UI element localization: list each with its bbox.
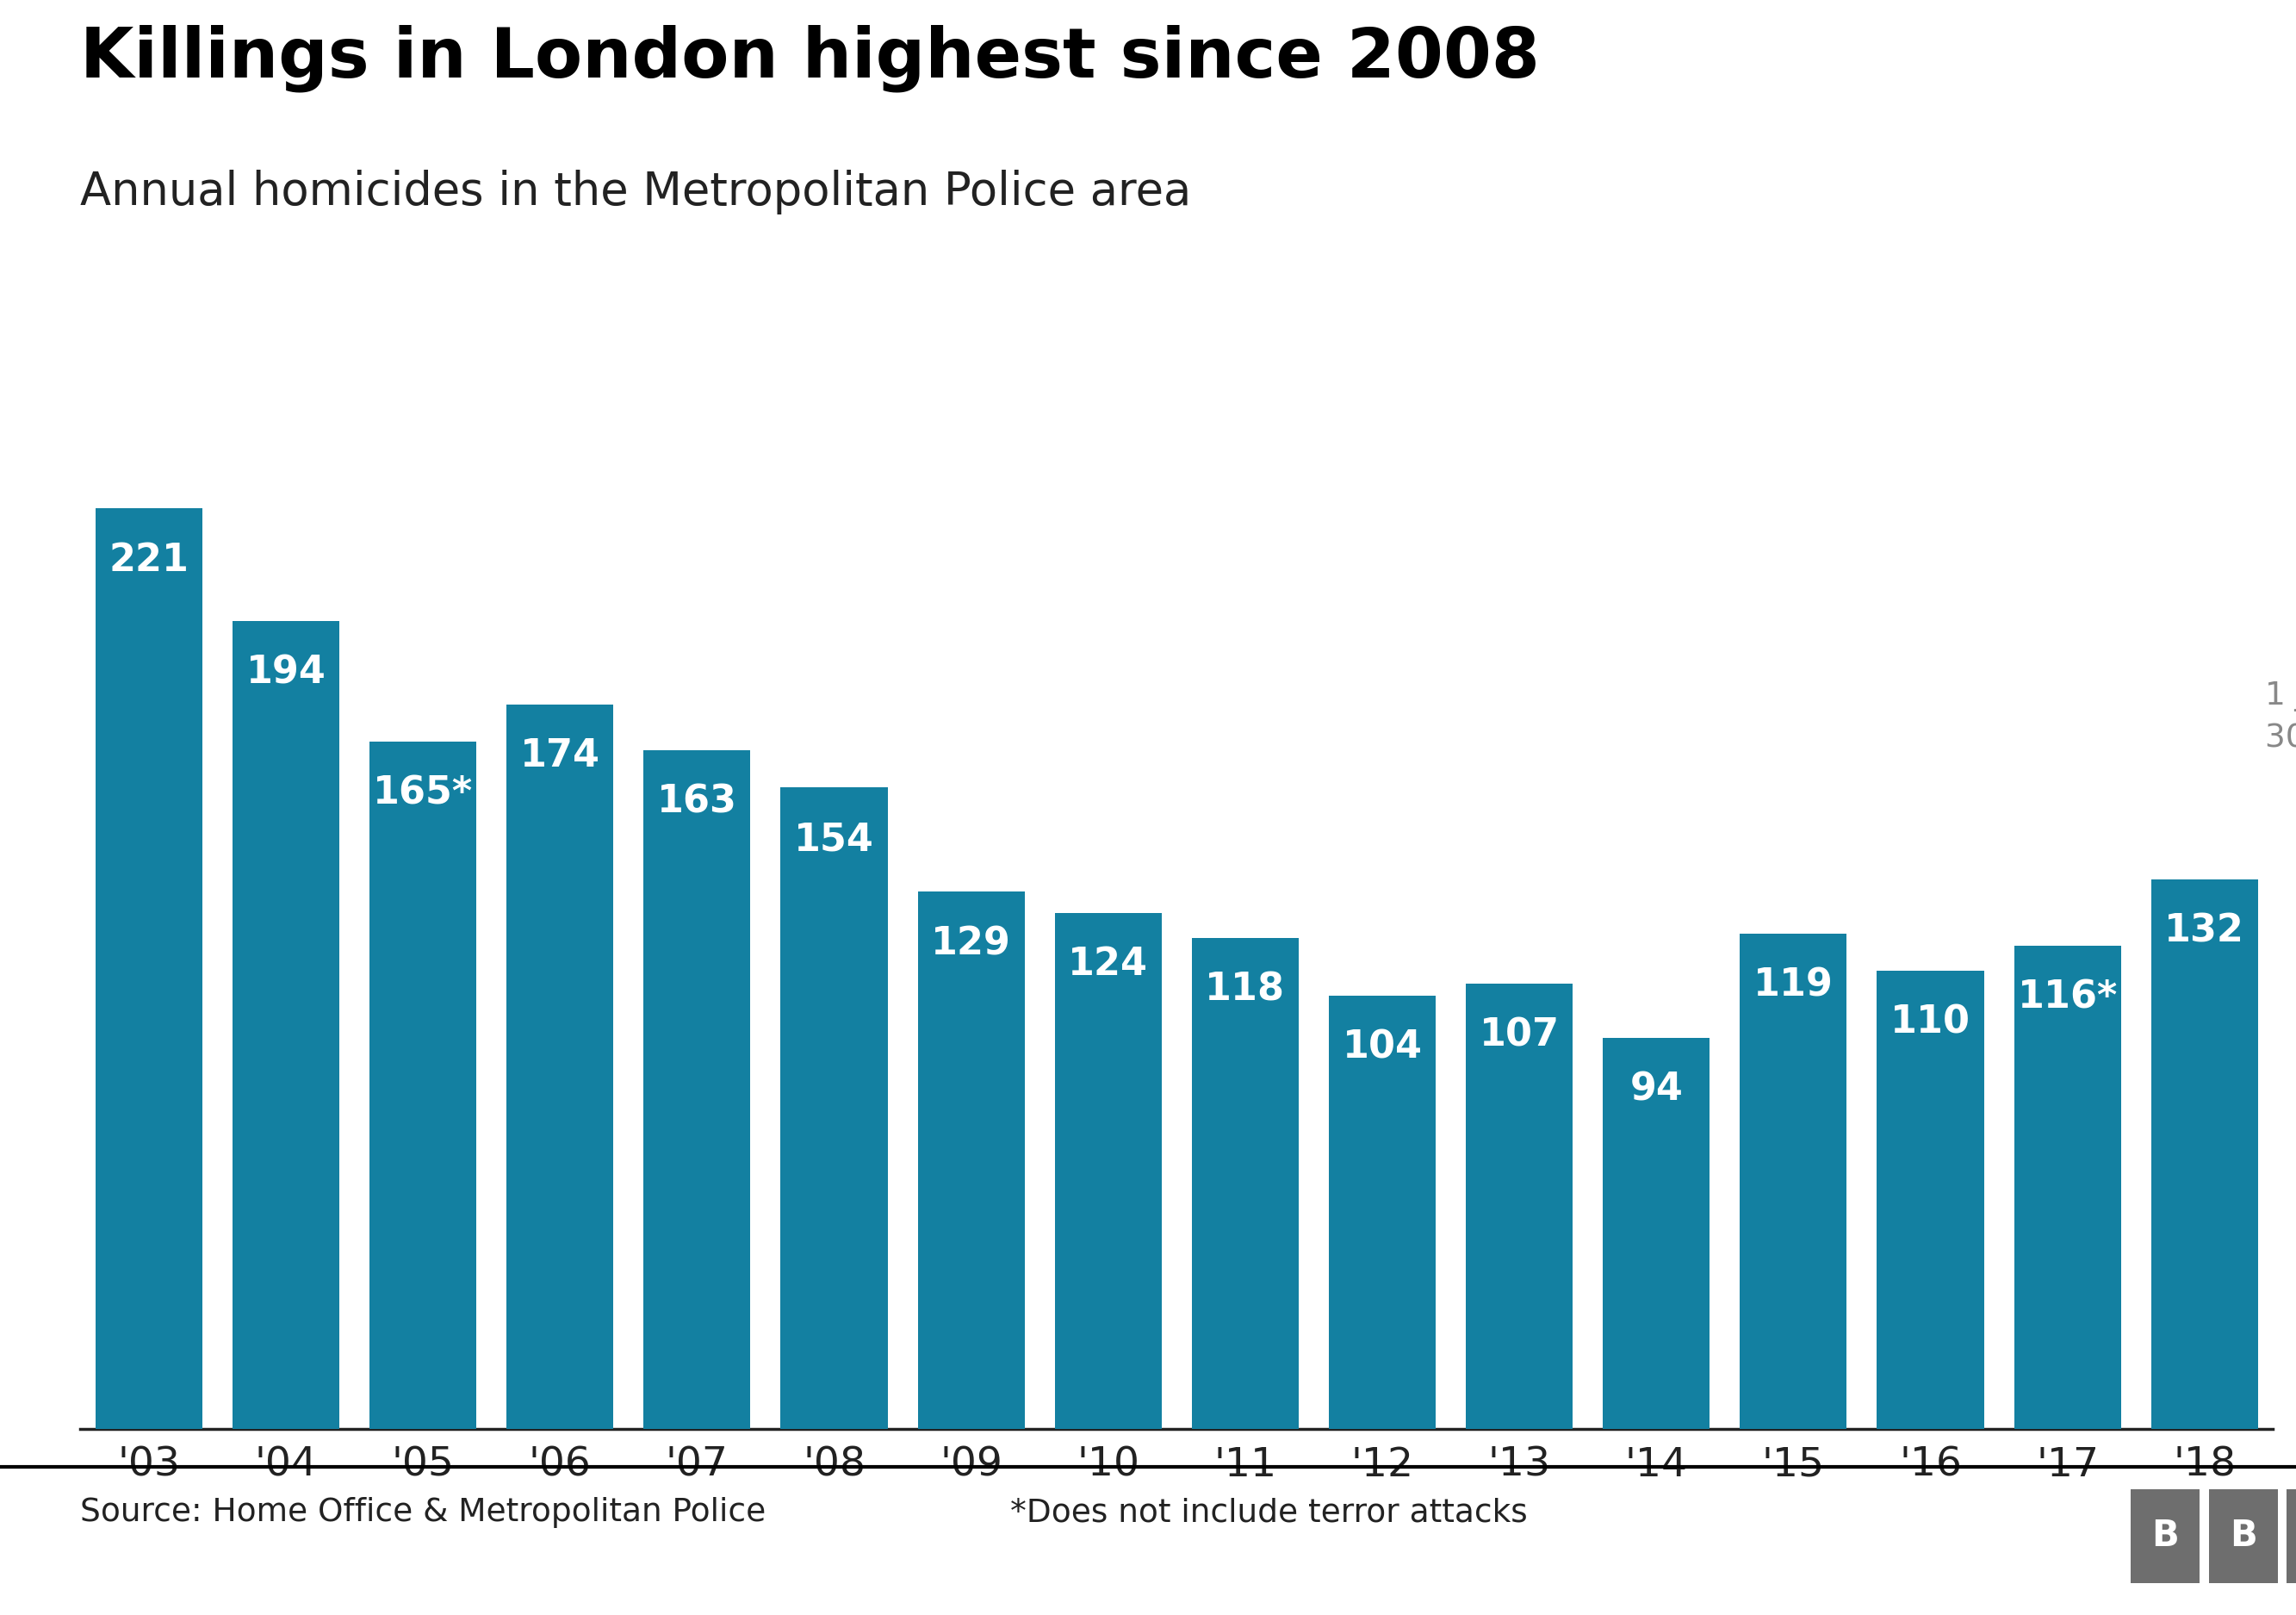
Text: 119: 119 <box>1754 967 1835 1005</box>
Bar <box>918 891 1024 1429</box>
Bar <box>232 620 340 1429</box>
Text: 129: 129 <box>932 925 1010 963</box>
Text: 104: 104 <box>1343 1029 1421 1066</box>
Text: 1 Jan -
30 Dec: 1 Jan - 30 Dec <box>2264 680 2296 754</box>
Text: 110: 110 <box>1890 1005 1970 1042</box>
Text: Annual homicides in the Metropolitan Police area: Annual homicides in the Metropolitan Pol… <box>80 170 1192 215</box>
Text: 165*: 165* <box>372 775 473 812</box>
Text: 154: 154 <box>794 820 875 858</box>
Bar <box>1054 912 1162 1429</box>
Text: 124: 124 <box>1068 946 1148 984</box>
Bar <box>1878 971 1984 1429</box>
Bar <box>1603 1037 1711 1429</box>
Text: 116*: 116* <box>2018 979 2117 1016</box>
Text: 174: 174 <box>519 738 599 775</box>
Text: 107: 107 <box>1479 1017 1559 1055</box>
Bar <box>1740 933 1846 1429</box>
Bar <box>2151 879 2257 1429</box>
Bar <box>781 788 889 1429</box>
Bar <box>643 749 751 1429</box>
Text: Source: Home Office & Metropolitan Police: Source: Home Office & Metropolitan Polic… <box>80 1497 767 1528</box>
Text: *Does not include terror attacks: *Does not include terror attacks <box>1010 1497 1527 1528</box>
Bar <box>2014 946 2122 1429</box>
Text: B: B <box>2151 1518 2179 1554</box>
Bar <box>370 741 475 1429</box>
Bar <box>1329 996 1435 1429</box>
Bar <box>1192 938 1300 1429</box>
Bar <box>96 509 202 1429</box>
Text: 194: 194 <box>246 654 326 691</box>
Bar <box>1465 984 1573 1429</box>
Text: 163: 163 <box>657 783 737 820</box>
Bar <box>507 704 613 1429</box>
Text: Killings in London highest since 2008: Killings in London highest since 2008 <box>80 24 1541 92</box>
Text: 221: 221 <box>108 541 188 578</box>
Text: B: B <box>2229 1518 2257 1554</box>
Text: 94: 94 <box>1630 1071 1683 1108</box>
Text: 132: 132 <box>2165 912 2245 950</box>
Text: 118: 118 <box>1205 971 1286 1008</box>
